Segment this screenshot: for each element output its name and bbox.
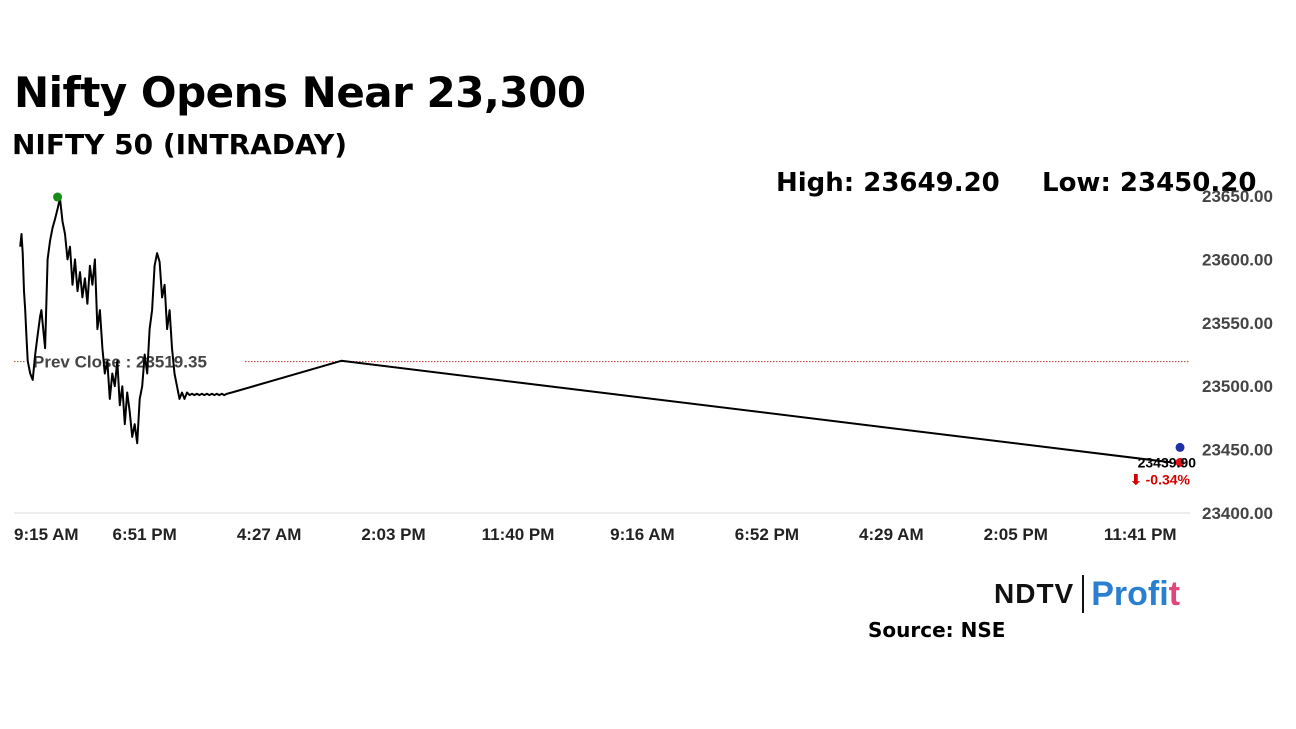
y-axis: 23400.00 23450.00 23500.00 23550.00 23600.00… <box>1202 187 1273 523</box>
logo-profit-end: t <box>1168 574 1181 613</box>
marker-layer: 23439.90⬇ -0.34% <box>53 192 1197 487</box>
price-line-layer <box>19 197 1172 464</box>
x-tick-label: 4:27 AM <box>237 525 302 544</box>
ndtv-profit-logo: NDTV Profit <box>994 572 1180 616</box>
x-tick-label: 11:41 PM <box>1104 525 1177 544</box>
source-note: Source: NSE <box>868 618 1006 642</box>
logo-profit-main: Profi <box>1091 574 1169 613</box>
x-tick-label: 6:52 PM <box>735 525 799 544</box>
low-value: Low: 23450.20 <box>1042 168 1257 198</box>
y-tick-label: 23650.00 <box>1202 187 1273 206</box>
y-tick-label: 23400.00 <box>1202 504 1273 523</box>
y-tick-label: 23550.00 <box>1202 314 1273 333</box>
logo-ndtv-text: NDTV <box>994 578 1075 609</box>
y-tick-label: 23600.00 <box>1202 250 1273 269</box>
last-price-label: 23439.90 <box>1138 454 1197 470</box>
change-label: ⬇ -0.34% <box>1130 471 1191 487</box>
y-tick-label: 23450.00 <box>1202 441 1273 460</box>
prev-last-marker <box>1175 442 1185 452</box>
price-series-line <box>19 197 1172 464</box>
high-point-marker <box>53 192 63 202</box>
prev-close-layer: Prev Close : 23519.35 <box>14 347 1190 376</box>
x-tick-label: 2:03 PM <box>361 525 425 544</box>
prev-close-label-bg <box>26 347 244 376</box>
x-tick-label: 2:05 PM <box>984 525 1048 544</box>
high-value: High: 23649.20 <box>776 168 1000 198</box>
last-point-marker <box>1175 457 1185 467</box>
logo-profit-text: Profit <box>1091 575 1180 614</box>
x-tick-label: 9:15 AM <box>14 525 79 544</box>
x-tick-label: 4:29 AM <box>859 525 924 544</box>
x-tick-label: 6:51 PM <box>113 525 177 544</box>
logo-divider <box>1082 575 1085 613</box>
y-tick-label: 23500.00 <box>1202 377 1273 396</box>
chart-title: Nifty Opens Near 23,300 <box>14 68 586 117</box>
x-tick-label: 11:40 PM <box>482 525 555 544</box>
prev-close-label: Prev Close : 23519.35 <box>33 353 207 372</box>
x-axis: 9:15 AM 6:51 PM 4:27 AM 2:03 PM 11:40 PM 9:16… <box>14 525 1177 544</box>
chart-subtitle: NIFTY 50 (INTRADAY) <box>12 128 348 161</box>
x-tick-label: 9:16 AM <box>610 525 675 544</box>
